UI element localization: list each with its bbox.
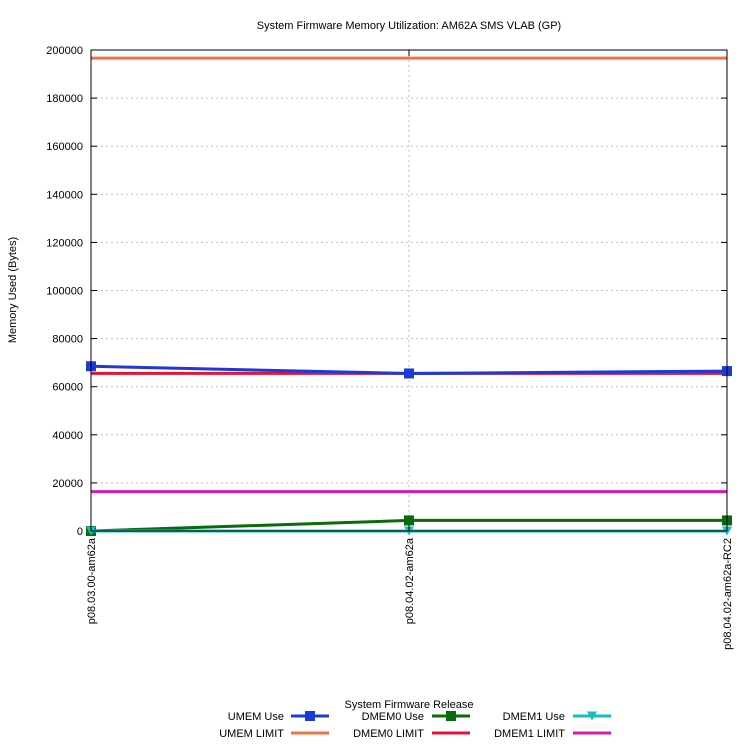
axes: 0 20000 40000 60000 80000 100000 120000 140000 1… [46, 45, 734, 650]
y-tick-label: 180000 [46, 93, 83, 105]
legend-label: DMEM1 Use [503, 711, 565, 723]
y-tick-label: 80000 [52, 334, 83, 346]
legend: UMEM Use DMEM0 Use DMEM1 Use UMEM LIMIT DMEM… [219, 711, 611, 740]
legend-label: UMEM LIMIT [219, 728, 284, 740]
legend-label: DMEM0 Use [362, 711, 424, 723]
y-tick-label: 120000 [46, 237, 83, 249]
y-tick-label: 0 [77, 526, 83, 538]
y-tick-label: 20000 [52, 478, 83, 490]
legend-swatch-marker [446, 711, 456, 721]
data-point [404, 515, 414, 526]
y-axis-label: Memory Used (Bytes) [7, 237, 19, 343]
x-tick-label: p08.04.02-am62a-RC2 [722, 538, 734, 650]
legend-entry: DMEM0 Use [362, 711, 470, 723]
legend-entry: DMEM0 LIMIT [353, 728, 470, 740]
legend-swatch-marker [305, 711, 315, 721]
y-tick-label: 160000 [46, 141, 83, 153]
x-axis-label: System Firmware Release [345, 699, 474, 711]
y-tick-label: 40000 [52, 430, 83, 442]
legend-entry: DMEM1 Use [503, 711, 611, 723]
x-tick-label: p08.04.02-am62a [404, 537, 416, 624]
legend-label: UMEM Use [228, 711, 284, 723]
x-tick-label: p08.03.00-am62a [86, 537, 98, 624]
data-point [404, 368, 414, 379]
legend-entry: DMEM1 LIMIT [494, 728, 611, 740]
legend-entry: UMEM Use [228, 711, 329, 723]
y-tick-label: 140000 [46, 189, 83, 201]
legend-entry: UMEM LIMIT [219, 728, 329, 740]
grid [91, 50, 727, 531]
y-tick-label: 60000 [52, 382, 83, 394]
legend-label: DMEM0 LIMIT [353, 728, 424, 740]
chart-title: System Firmware Memory Utilization: AM62… [257, 20, 561, 32]
y-tick-label: 100000 [46, 286, 83, 298]
y-tick-label: 200000 [46, 45, 83, 57]
legend-swatch-marker [587, 711, 597, 721]
legend-label: DMEM1 LIMIT [494, 728, 565, 740]
